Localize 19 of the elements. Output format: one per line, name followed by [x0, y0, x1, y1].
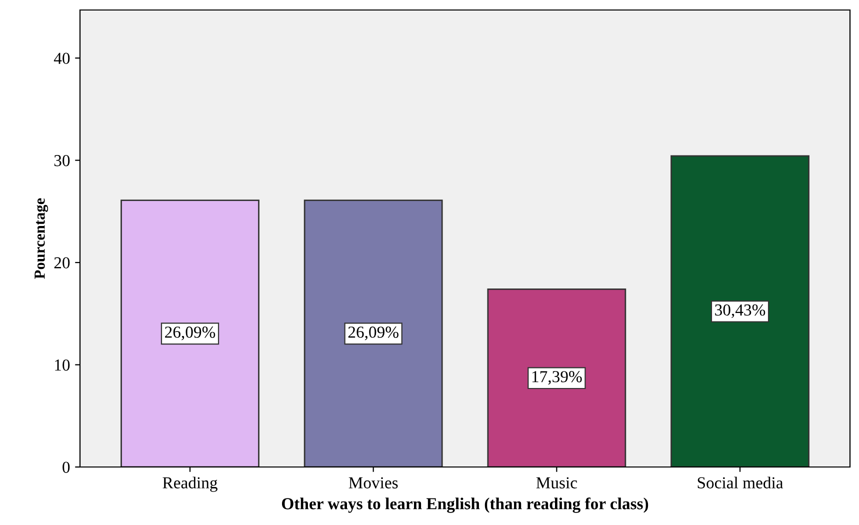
y-tick-label: 40: [54, 52, 70, 64]
data-label: 26,09%: [348, 326, 398, 340]
x-tick-label: Movies: [348, 477, 398, 488]
data-label: 26,09%: [165, 326, 216, 340]
y-tick-label: 0: [62, 462, 70, 473]
y-axis-title: Pourcentage: [34, 198, 48, 279]
x-axis-title: Other ways to learn English (than reading for class): [282, 497, 648, 513]
y-tick-label: 10: [55, 359, 70, 371]
data-label: 30,43%: [715, 304, 766, 318]
bar: [487, 288, 626, 467]
bar: [120, 200, 260, 467]
y-tick-label: 30: [54, 154, 70, 166]
x-tick-label: Music: [536, 477, 577, 488]
y-tick-label: 20: [54, 257, 70, 268]
bar: [304, 200, 443, 467]
x-tick-label: Social media: [698, 476, 784, 488]
data-label: 17,39%: [532, 371, 582, 385]
bar: [670, 155, 810, 467]
x-tick-label: Reading: [162, 476, 218, 492]
